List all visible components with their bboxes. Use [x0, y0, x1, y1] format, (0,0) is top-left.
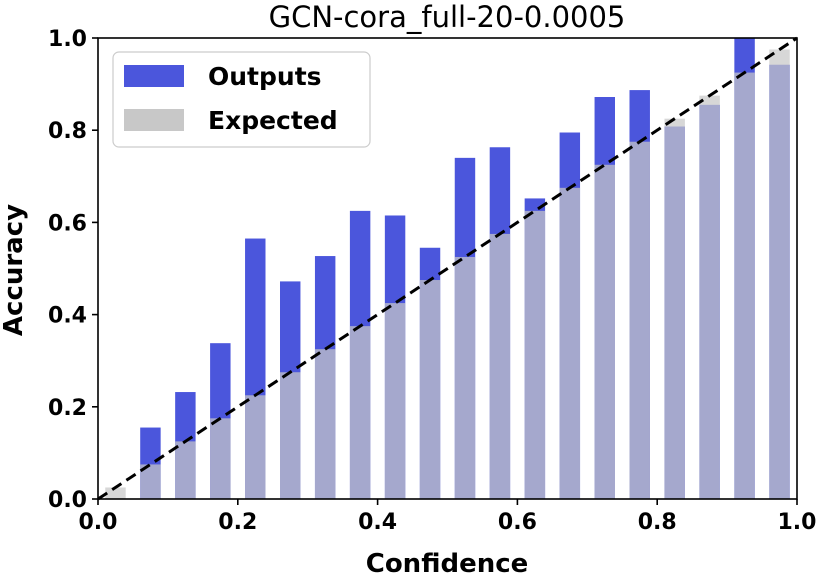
x-axis-ticks: 0.0 0.2 0.4 0.6 0.8 1.0	[79, 499, 817, 535]
y-tick-label: 0.2	[48, 396, 87, 421]
legend-label-expected: Expected	[208, 106, 338, 135]
expected-bar	[699, 95, 720, 499]
expected-bar	[384, 303, 406, 499]
expected-bar	[559, 187, 581, 499]
y-tick-label: 0.4	[48, 304, 87, 329]
x-axis-label: Confidence	[366, 549, 529, 578]
legend-label-outputs: Outputs	[208, 62, 322, 91]
expected-bar	[734, 72, 755, 499]
expected-bar	[140, 464, 161, 499]
expected-bar	[489, 233, 511, 500]
expected-bar	[769, 49, 790, 500]
y-tick-label: 0.0	[48, 488, 87, 513]
y-tick-label: 1.0	[48, 27, 87, 52]
legend-swatch-outputs	[124, 65, 184, 87]
x-tick-label: 1.0	[778, 510, 817, 535]
expected-bar	[280, 372, 301, 499]
perfect-calibration-line	[97, 36, 798, 501]
bars-layer	[105, 38, 790, 500]
x-tick-label: 0.2	[218, 510, 257, 535]
x-tick-label: 0.0	[79, 510, 118, 535]
expected-bar	[349, 326, 371, 499]
expected-bar	[524, 210, 546, 499]
expected-bar	[664, 118, 685, 500]
plot-frame	[97, 37, 798, 500]
x-tick-label: 0.6	[498, 510, 537, 535]
expected-bar	[245, 395, 266, 499]
expected-bar	[210, 418, 231, 499]
chart-title: GCN-cora_full-20-0.0005	[269, 0, 626, 34]
x-tick-label: 0.4	[358, 510, 397, 535]
expected-bar	[594, 164, 615, 499]
y-axis-ticks: 0.0 0.2 0.4 0.6 0.8 1.0	[48, 27, 98, 513]
expected-bar	[629, 141, 650, 499]
y-tick-label: 0.6	[48, 211, 87, 236]
expected-bar	[105, 487, 126, 499]
x-tick-label: 0.8	[638, 510, 677, 535]
legend: Outputs Expected	[112, 51, 371, 148]
y-axis-label: Accuracy	[0, 204, 29, 336]
expected-bar	[314, 349, 336, 499]
expected-bar	[419, 280, 441, 499]
expected-bar	[175, 441, 196, 499]
expected-bar	[454, 256, 476, 499]
y-tick-label: 0.8	[48, 119, 87, 144]
legend-swatch-expected	[124, 109, 184, 131]
